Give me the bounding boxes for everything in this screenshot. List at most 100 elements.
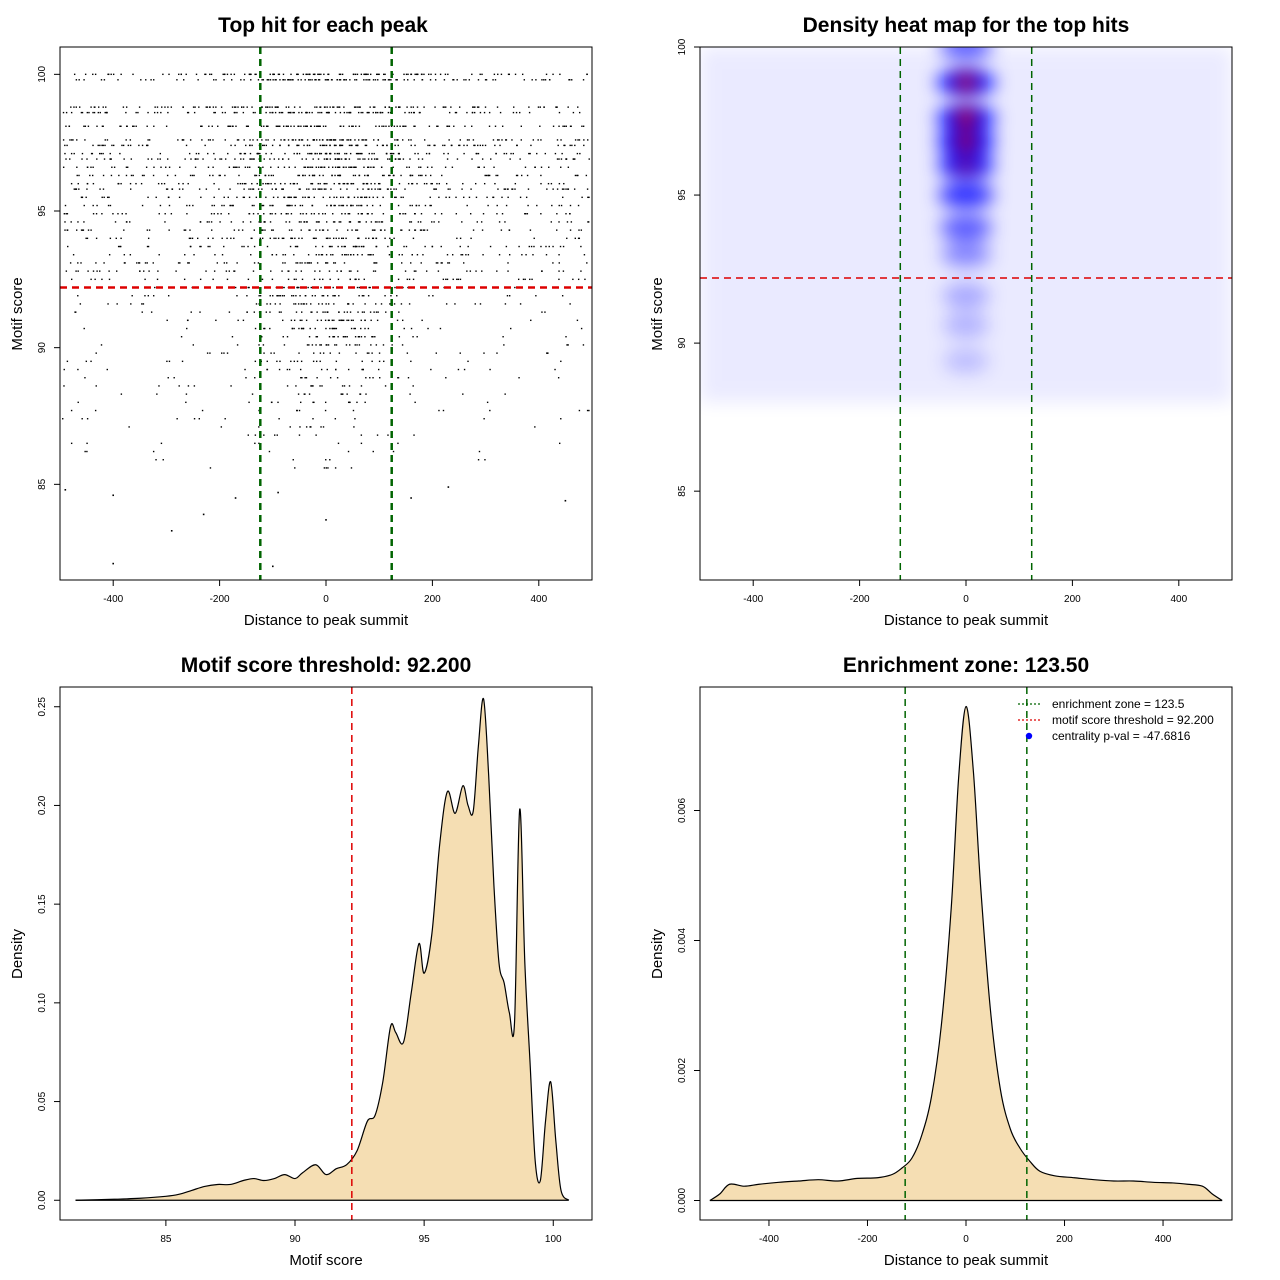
data-point	[106, 368, 108, 371]
data-point	[207, 245, 209, 248]
data-point	[215, 79, 217, 81]
data-point	[205, 73, 207, 76]
data-point	[380, 229, 382, 231]
data-point	[467, 245, 469, 248]
data-point	[324, 319, 327, 322]
data-point	[334, 344, 336, 346]
data-point	[338, 237, 340, 240]
data-point	[109, 152, 111, 155]
data-point	[227, 196, 229, 199]
data-point	[438, 221, 440, 223]
data-point	[230, 237, 232, 240]
data-point	[350, 467, 353, 469]
data-point	[309, 426, 311, 428]
data-point	[587, 196, 589, 199]
legend-label: motif score threshold = 92.200	[1052, 713, 1214, 727]
data-point	[312, 401, 314, 404]
data-point	[250, 73, 252, 76]
data-point	[330, 254, 332, 256]
data-point	[393, 174, 395, 177]
data-point	[487, 174, 489, 177]
data-point	[353, 327, 355, 330]
data-point	[382, 144, 385, 147]
data-point	[325, 262, 327, 264]
data-point	[343, 111, 346, 114]
data-point	[419, 221, 422, 223]
data-point	[108, 270, 110, 272]
data-point	[467, 254, 470, 256]
data-point	[281, 295, 284, 297]
data-point	[558, 125, 560, 127]
data-point	[354, 174, 357, 177]
data-point	[466, 270, 468, 272]
data-point	[356, 401, 358, 404]
data-point	[434, 73, 437, 76]
data-point	[358, 125, 361, 127]
data-point	[170, 106, 173, 108]
data-point	[220, 426, 223, 428]
data-point	[365, 196, 367, 199]
data-point	[339, 79, 342, 81]
data-point	[431, 182, 433, 185]
data-point	[325, 467, 327, 469]
data-point	[431, 221, 433, 223]
data-point	[319, 344, 321, 346]
data-point	[64, 204, 67, 207]
data-point	[271, 254, 273, 256]
data-point	[387, 434, 389, 436]
data-point	[260, 336, 263, 338]
data-point	[446, 254, 449, 256]
data-point	[146, 229, 149, 231]
data-point	[335, 360, 338, 363]
data-point	[83, 221, 85, 223]
data-point	[268, 450, 271, 453]
data-point	[365, 79, 367, 81]
data-point	[200, 245, 202, 248]
data-point	[282, 262, 284, 264]
data-point	[560, 158, 563, 160]
data-point	[320, 111, 323, 114]
data-point	[442, 409, 445, 412]
data-point	[350, 144, 352, 147]
data-point	[492, 139, 495, 141]
data-point	[201, 409, 204, 412]
data-point	[249, 152, 252, 155]
data-point	[288, 196, 291, 199]
data-point	[448, 125, 451, 127]
data-point	[263, 434, 265, 436]
data-point	[358, 237, 360, 240]
data-point	[569, 213, 571, 215]
data-point	[437, 125, 439, 127]
data-point	[92, 73, 94, 76]
data-point	[273, 73, 275, 76]
data-point	[166, 319, 168, 322]
data-point	[493, 166, 495, 168]
data-point	[281, 237, 284, 240]
data-point	[275, 237, 277, 240]
data-point	[371, 213, 373, 215]
data-point	[298, 139, 300, 141]
data-point	[327, 79, 330, 81]
data-point	[513, 106, 515, 108]
heatmap-cell	[938, 183, 994, 208]
data-point	[321, 144, 324, 147]
data-point	[503, 188, 505, 190]
data-point	[354, 336, 357, 338]
data-point	[329, 245, 332, 248]
data-point	[325, 459, 327, 461]
data-point	[313, 237, 316, 240]
data-point	[150, 158, 153, 160]
data-point	[293, 152, 295, 155]
data-point	[164, 213, 166, 215]
data-point	[90, 152, 93, 155]
data-point	[351, 166, 353, 168]
data-point	[318, 213, 320, 215]
data-point	[447, 125, 449, 127]
data-point	[304, 79, 306, 81]
data-point	[178, 188, 181, 190]
data-point	[144, 262, 147, 264]
data-point	[463, 196, 465, 199]
data-point	[522, 278, 525, 281]
data-point	[365, 237, 367, 240]
data-point	[308, 344, 310, 346]
